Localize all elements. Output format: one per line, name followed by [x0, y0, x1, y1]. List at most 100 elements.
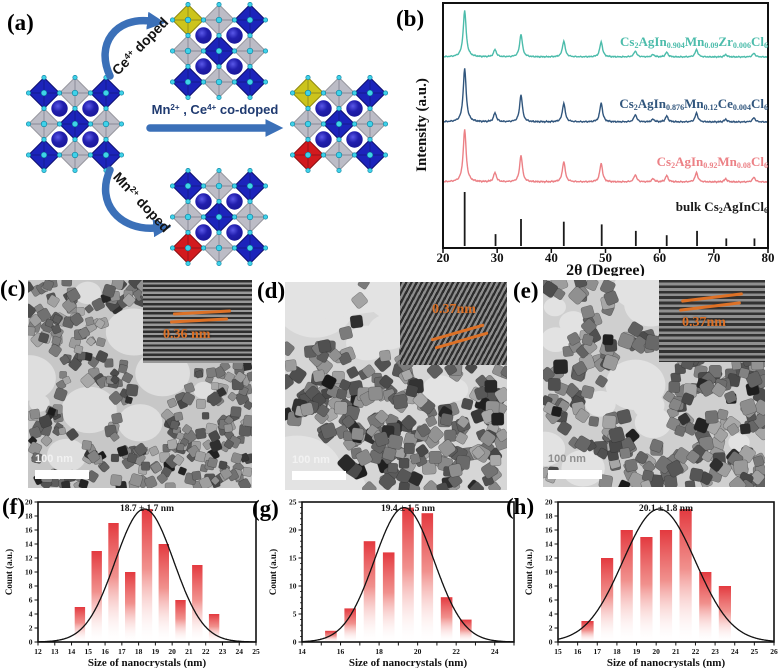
- cl-atom-dot: [382, 121, 388, 127]
- cl-atom-dot: [41, 137, 47, 143]
- tem-image-c: 0.36 nm 100 nm: [28, 280, 252, 488]
- xrd-plot: 20 30 40 50 60 70 80 2θ (Degree) Intensity (a.u.…: [414, 2, 775, 276]
- svg-text:0: 0: [293, 638, 297, 647]
- cl-atom-dot: [262, 48, 268, 54]
- cl-atom-dot: [119, 90, 125, 96]
- cl-atom-dot: [304, 89, 312, 97]
- cl-atom-dot: [367, 106, 373, 112]
- mn-doped-arrow: [101, 166, 172, 238]
- svg-text:10: 10: [545, 568, 553, 577]
- svg-text:23: 23: [219, 647, 227, 656]
- cl-atom-dot: [232, 48, 238, 54]
- cl-atom-dot: [25, 121, 31, 127]
- cl-atom-dot: [72, 75, 78, 81]
- cs-atom-sphere: [226, 27, 243, 44]
- histogram-bar: [402, 507, 414, 642]
- svg-text:12: 12: [545, 554, 553, 563]
- svg-text:26: 26: [770, 647, 778, 656]
- cl-atom-dot: [103, 137, 109, 143]
- cl-atom-dot: [305, 168, 311, 174]
- histogram-bar: [421, 513, 434, 642]
- histogram-bar: [208, 614, 220, 642]
- svg-text:16: 16: [25, 526, 33, 535]
- cl-atom-dot: [88, 121, 94, 127]
- cl-atom-dot: [246, 182, 254, 190]
- scale-bar-label-d: 100 nm: [292, 454, 330, 466]
- svg-text:20: 20: [437, 250, 450, 265]
- scale-bar-label-c: 100 nm: [35, 453, 73, 465]
- svg-text:4: 4: [549, 610, 553, 619]
- hrtem-inset-c: 0.36 nm: [143, 280, 252, 363]
- cl-atom-dot: [71, 120, 79, 128]
- histogram-xaxis-label: Size of nanocrystals (nm): [88, 657, 207, 668]
- panel-d-label: (d): [257, 278, 286, 303]
- svg-text:14: 14: [25, 540, 33, 549]
- histogram-bar: [91, 551, 102, 642]
- svg-text:16: 16: [574, 647, 582, 656]
- cl-atom-dot: [247, 32, 253, 38]
- size-histogram-g: 14 16 18 20 22 24 0 5 10 15 20 25 Size of nanocrysta…: [268, 498, 515, 668]
- xrd-curve-0: [442, 10, 769, 59]
- lattice-spacing-label-c: 0.36 nm: [163, 327, 211, 342]
- cl-atom-dot: [71, 89, 79, 97]
- cl-atom-dot: [351, 90, 357, 96]
- svg-text:13: 13: [51, 647, 59, 656]
- svg-text:10: 10: [25, 568, 33, 577]
- histogram-bar: [192, 565, 203, 642]
- cl-atom-dot: [351, 121, 357, 127]
- svg-text:15: 15: [289, 554, 297, 563]
- cl-atom-dot: [103, 106, 109, 112]
- panel-e-label: (e): [513, 278, 539, 303]
- cl-atom-dot: [247, 168, 253, 174]
- cl-atom-dot: [246, 47, 254, 55]
- histogram-xaxis-label: Size of nanocrystals (nm): [607, 657, 726, 668]
- svg-text:15: 15: [554, 647, 562, 656]
- cl-atom-dot: [262, 183, 268, 189]
- svg-text:12: 12: [25, 554, 33, 563]
- cl-atom-dot: [41, 168, 47, 174]
- cs-atom-sphere: [82, 131, 99, 148]
- cl-atom-dot: [216, 199, 222, 205]
- cl-atom-dot: [40, 89, 48, 97]
- svg-text:16: 16: [337, 647, 345, 656]
- histogram-xaxis-label: Size of nanocrystals (nm): [349, 657, 468, 668]
- histogram-bar: [440, 597, 453, 642]
- cl-atom-dot: [72, 137, 78, 143]
- svg-text:20: 20: [168, 647, 176, 656]
- svg-text:24: 24: [235, 647, 243, 656]
- lattice-spacing-label-e: 0.37nm: [682, 315, 726, 330]
- cl-atom-dot: [305, 137, 311, 143]
- histogram-bar: [640, 537, 653, 642]
- histogram-frame: [301, 501, 515, 643]
- histogram-bar: [141, 509, 153, 642]
- cl-atom-dot: [184, 213, 192, 221]
- svg-text:17: 17: [594, 647, 602, 656]
- cl-atom-dot: [336, 106, 342, 112]
- svg-text:21: 21: [672, 647, 680, 656]
- lattice-co-doped: [289, 75, 388, 174]
- cl-atom-dot: [201, 245, 207, 251]
- cl-atom-dot: [289, 152, 295, 158]
- cl-atom-dot: [247, 64, 253, 70]
- lattice-spacing-label-d: 0.37nm: [432, 302, 476, 317]
- cs-atom-sphere: [226, 193, 243, 210]
- cl-atom-dot: [170, 183, 176, 189]
- panel-b-label: (b): [396, 6, 425, 31]
- cl-atom-dot: [336, 137, 342, 143]
- histogram-bar: [363, 541, 376, 642]
- svg-text:6: 6: [29, 596, 33, 605]
- histogram-bar: [344, 608, 356, 642]
- cl-atom-dot: [216, 64, 222, 70]
- histogram-bar: [460, 619, 472, 642]
- cl-atom-dot: [102, 151, 110, 159]
- cl-atom-dot: [184, 47, 192, 55]
- hrtem-inset-d: 0.37nm: [400, 282, 507, 365]
- cs-atom-sphere: [315, 100, 332, 117]
- cl-atom-dot: [247, 1, 253, 8]
- svg-text:60: 60: [653, 250, 666, 265]
- svg-text:50: 50: [599, 250, 612, 265]
- cl-atom-dot: [201, 214, 207, 220]
- histogram-bars: [325, 507, 472, 642]
- cl-atom-dot: [247, 230, 253, 236]
- scale-bar-d: [292, 471, 346, 480]
